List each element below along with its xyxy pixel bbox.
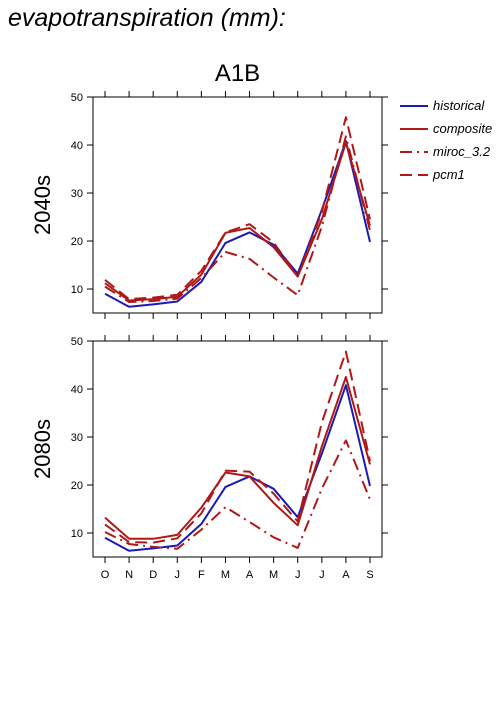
y-tick-label: 50: [71, 336, 83, 348]
plot-frame-2080s: [92, 340, 383, 558]
y-tick-label: 40: [71, 384, 83, 396]
legend-label-historical: historical: [433, 98, 485, 113]
series-line-pcm1-2080s: [104, 350, 371, 544]
y-tick-label: 10: [71, 284, 83, 296]
x-tick-label: M: [221, 569, 230, 581]
y-tick-label: 40: [71, 140, 83, 152]
page-title: evapotranspiration (mm):: [8, 4, 286, 32]
x-tick-label: J: [175, 569, 181, 581]
x-tick-label: M: [269, 569, 278, 581]
scenario-label: A1B: [215, 60, 260, 87]
x-tick-label: S: [366, 569, 373, 581]
x-tick-label: A: [342, 569, 350, 581]
x-tick-label: J: [295, 569, 301, 581]
x-tick-label: O: [101, 569, 110, 581]
x-tick-label: F: [198, 569, 205, 581]
series-line-miroc-3-2-2040s: [104, 135, 371, 303]
series-line-pcm1-2040s: [104, 116, 371, 301]
x-tick-label: D: [149, 569, 157, 581]
legend-label-composite: composite: [433, 121, 492, 136]
series-line-miroc-3-2-2080s: [104, 439, 371, 550]
series-line-historical-2080s: [104, 384, 371, 552]
legend-label-pcm1: pcm1: [432, 167, 465, 182]
x-tick-label: A: [246, 569, 254, 581]
x-tick-label: N: [125, 569, 133, 581]
series-line-composite-2040s: [104, 141, 371, 302]
y-tick-label: 30: [71, 188, 83, 200]
row-label-2080s: 2080s: [30, 419, 55, 479]
series-line-historical-2040s: [104, 140, 371, 308]
y-tick-label: 20: [71, 480, 83, 492]
y-tick-label: 50: [71, 92, 83, 104]
y-tick-label: 10: [71, 528, 83, 540]
x-tick-label: J: [319, 569, 325, 581]
plot-frame-2040s: [92, 96, 383, 314]
y-tick-label: 20: [71, 236, 83, 248]
row-label-2040s: 2040s: [30, 175, 55, 235]
series-line-composite-2080s: [104, 376, 371, 540]
legend-label-miroc-3-2: miroc_3.2: [433, 144, 491, 159]
y-tick-label: 30: [71, 432, 83, 444]
